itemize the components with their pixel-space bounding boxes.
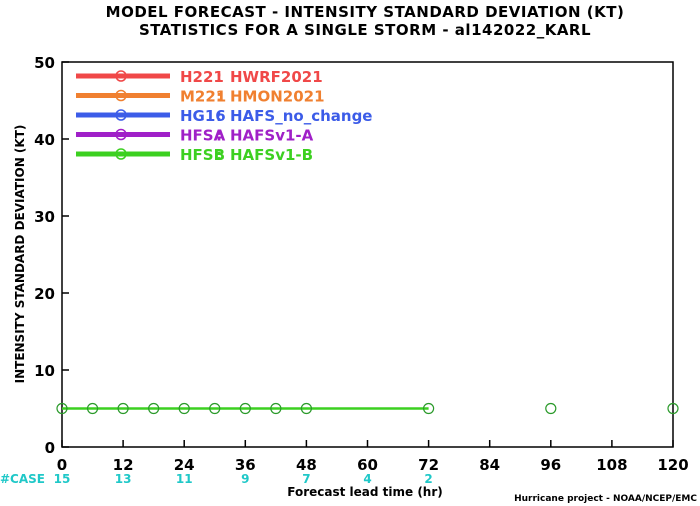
x-tick-label: 36 bbox=[235, 456, 256, 474]
data-point bbox=[148, 402, 160, 415]
case-count-value: 2 bbox=[424, 472, 432, 486]
y-axis-label: INTENSITY STANDARD DEVIATION (KT) bbox=[13, 125, 27, 384]
legend-model-name: HMON2021 bbox=[230, 88, 325, 106]
legend-model-id: HG16 bbox=[180, 107, 226, 125]
data-point bbox=[56, 402, 68, 415]
data-point bbox=[239, 402, 251, 415]
x-axis: 0 12 24 36 48 60 72 84 96 108 120 bbox=[57, 440, 689, 474]
credit-text: Hurricane project - NOAA/NCEP/EMC bbox=[514, 494, 697, 504]
x-tick-label: 120 bbox=[657, 456, 688, 474]
y-tick-label: 10 bbox=[34, 362, 55, 380]
chart-subtitle: STATISTICS FOR A SINGLE STORM - al142022… bbox=[139, 21, 591, 39]
x-tick-label: 84 bbox=[479, 456, 500, 474]
legend-marker bbox=[115, 89, 127, 102]
data-point bbox=[270, 402, 282, 415]
y-tick-label: 50 bbox=[34, 54, 55, 72]
x-tick-label: 48 bbox=[296, 456, 317, 474]
case-count-value: 4 bbox=[363, 472, 371, 486]
legend-model-name: HAFSv1-A bbox=[230, 127, 314, 145]
legend-colon: : bbox=[216, 146, 222, 164]
x-tick-label: 24 bbox=[174, 456, 195, 474]
chart-title: MODEL FORECAST - INTENSITY STANDARD DEVI… bbox=[106, 3, 625, 21]
x-tick-label: 60 bbox=[357, 456, 378, 474]
y-tick-label: 20 bbox=[34, 285, 55, 303]
legend-model-name: HAFS_no_change bbox=[230, 107, 372, 125]
case-count-label: #CASE bbox=[0, 472, 45, 486]
legend-model-id: M221 bbox=[180, 88, 226, 106]
case-count-value: 11 bbox=[176, 472, 193, 486]
case-count-value: 13 bbox=[115, 472, 132, 486]
legend-model-id: H221 bbox=[180, 68, 224, 86]
y-axis: 0 10 20 30 40 50 bbox=[34, 54, 69, 457]
x-tick-label: 0 bbox=[57, 456, 67, 474]
case-count-value: 9 bbox=[241, 472, 249, 486]
y-tick-label: 0 bbox=[45, 439, 55, 457]
legend-model-name: HWRF2021 bbox=[230, 68, 323, 86]
data-point bbox=[86, 402, 99, 415]
data-point bbox=[117, 402, 129, 415]
legend-colon: : bbox=[216, 68, 222, 86]
legend-model-id: HFSA bbox=[180, 127, 226, 145]
data-point bbox=[423, 402, 435, 415]
legend-colon: : bbox=[216, 127, 222, 145]
data-point bbox=[209, 402, 221, 415]
x-tick-label: 108 bbox=[596, 456, 627, 474]
case-count-value: 15 bbox=[54, 472, 71, 486]
legend-marker bbox=[115, 148, 127, 160]
case-count-value: 7 bbox=[302, 472, 310, 486]
x-tick-label: 72 bbox=[418, 456, 439, 474]
data-point bbox=[667, 402, 679, 415]
legend-marker bbox=[115, 109, 127, 121]
x-tick-label: 96 bbox=[540, 456, 561, 474]
legend-colon: : bbox=[216, 88, 222, 106]
y-tick-label: 30 bbox=[34, 208, 55, 226]
case-counts: 15 13 11 9 7 4 2 bbox=[54, 472, 433, 486]
data-point bbox=[545, 402, 557, 415]
legend-colon: : bbox=[216, 107, 222, 125]
data-point bbox=[178, 402, 190, 415]
y-tick-label: 40 bbox=[34, 131, 55, 149]
x-axis-label: Forecast lead time (hr) bbox=[287, 485, 443, 499]
data-point bbox=[300, 402, 312, 415]
legend-marker bbox=[115, 70, 127, 82]
x-tick-label: 12 bbox=[113, 456, 134, 474]
legend-model-id: HFSB bbox=[180, 146, 225, 164]
legend-model-name: HAFSv1-B bbox=[230, 146, 313, 164]
series-layer bbox=[56, 402, 679, 415]
legend-marker bbox=[115, 128, 127, 141]
